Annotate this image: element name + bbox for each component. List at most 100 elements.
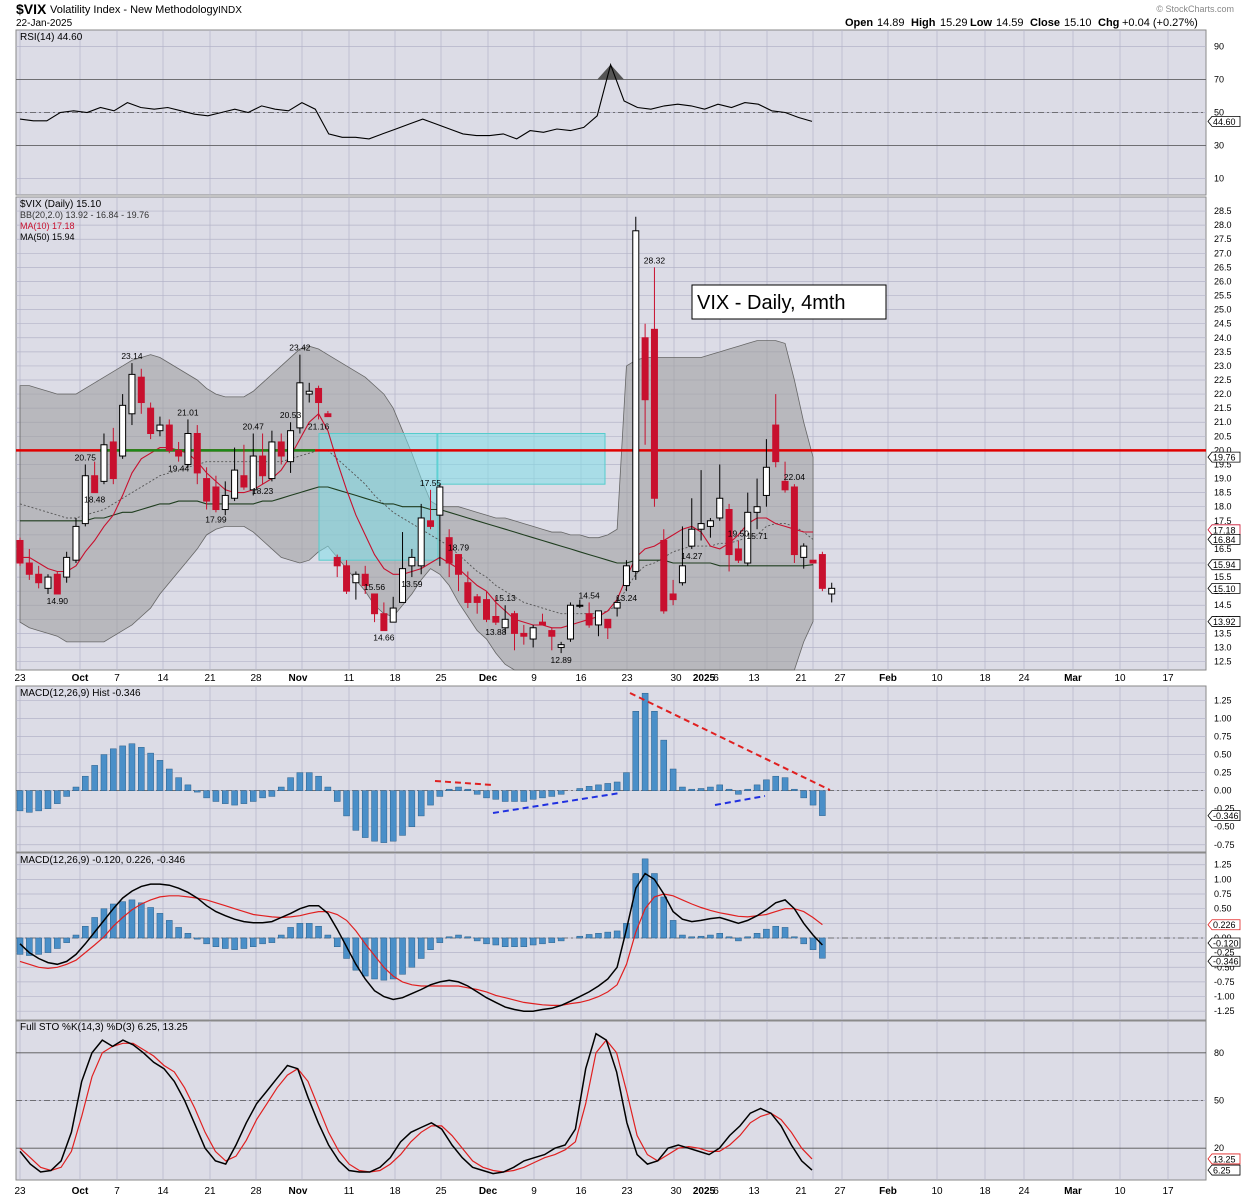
- x-tick-label: 23: [621, 673, 633, 684]
- histogram-bar: [613, 930, 621, 939]
- histogram-bar: [679, 786, 686, 791]
- y-tick-label: 26.5: [1214, 262, 1232, 272]
- x-tick-label: 23: [14, 673, 26, 684]
- x-tick-label: 21: [795, 673, 807, 684]
- candle-body: [464, 582, 472, 603]
- y-tick-label: 0.00: [1214, 786, 1232, 796]
- y-tick-label: 21.5: [1214, 403, 1232, 413]
- candle-body: [436, 486, 444, 516]
- candle-body: [445, 537, 453, 564]
- histogram-bar: [641, 858, 649, 939]
- histogram-bar: [343, 790, 350, 817]
- x-tick-label: 24: [1018, 1186, 1030, 1197]
- candle-body: [333, 556, 341, 567]
- candle-body: [650, 328, 658, 499]
- candle-body: [697, 523, 705, 530]
- candle-body: [389, 607, 397, 623]
- histogram-bar: [651, 711, 658, 791]
- histogram-bar: [660, 896, 668, 939]
- x-tick-label: 10: [1114, 1186, 1126, 1197]
- histogram-bar: [54, 790, 61, 804]
- y-tick-label: 50: [1214, 108, 1224, 118]
- candle-body: [455, 554, 463, 575]
- histogram-bar: [772, 775, 779, 791]
- histogram-bar: [473, 790, 481, 795]
- last-value-tag: [1207, 116, 1241, 127]
- y-tick-label: 26.0: [1214, 276, 1232, 286]
- x-tick-label: 14: [157, 673, 169, 684]
- candle-body: [137, 376, 145, 404]
- histogram-bar: [688, 788, 696, 791]
- candle-body: [828, 587, 836, 595]
- x-tick-label: Nov: [289, 673, 308, 684]
- x-tick-label: 10: [931, 673, 943, 684]
- rsi-panel: 90 70 50 30 10 RSI(14) 44.60 44.60: [15, 29, 1241, 196]
- histogram-bar: [520, 937, 528, 948]
- histogram-bar: [511, 790, 518, 802]
- histogram-bar: [194, 937, 201, 940]
- histogram-bar: [753, 784, 761, 791]
- candle-body: [128, 373, 136, 415]
- histogram-bar: [268, 937, 276, 943]
- x-tick-label: 14: [157, 1186, 169, 1197]
- candle-body: [193, 433, 201, 474]
- low-value: 14.59: [996, 17, 1024, 29]
- candle-body: [800, 545, 808, 558]
- price-data-label: 14.27: [681, 551, 703, 561]
- histogram-bar: [520, 790, 528, 802]
- last-value-label: 15.10: [1213, 584, 1236, 594]
- last-value-label: 0.226: [1213, 920, 1236, 930]
- candle-body: [669, 593, 677, 601]
- x-tick-label: 18: [389, 673, 401, 684]
- y-tick-label: 21.0: [1214, 417, 1232, 427]
- histogram-bar: [72, 934, 80, 939]
- last-value-label: 19.76: [1213, 453, 1236, 463]
- x-tick-label: 13: [748, 673, 760, 684]
- y-tick-label: 0.75: [1214, 889, 1232, 899]
- candle-body: [221, 494, 229, 511]
- histogram-bar: [35, 790, 42, 812]
- histogram-bar: [604, 783, 612, 791]
- candle-body: [501, 618, 509, 629]
- candle-body: [753, 506, 761, 513]
- histogram-bar: [389, 790, 397, 842]
- y-tick-label: 25.5: [1214, 291, 1232, 301]
- histogram-bar: [54, 937, 61, 949]
- histogram-bar: [716, 933, 723, 939]
- price-panel: 28.5 28.0 27.5 27.0 26.5 26.0 25.5 25.0 24.5 24.0…: [15, 196, 1241, 671]
- histogram-bar: [72, 786, 80, 791]
- chg-value: +0.04 (+0.27%): [1122, 17, 1198, 29]
- sto-k-line: [19, 1032, 813, 1175]
- histogram-bar: [735, 937, 742, 942]
- histogram-bar: [800, 937, 807, 945]
- open-label: Open: [845, 17, 873, 29]
- axis-background: [16, 672, 1206, 685]
- candle-body: [613, 601, 621, 609]
- x-tick-label: 21: [204, 1186, 216, 1197]
- candle-body: [184, 433, 192, 465]
- x-tick-label: Mar: [1064, 673, 1082, 684]
- x-tick-label: 27: [834, 1186, 846, 1197]
- sto-d-line: [19, 1039, 813, 1173]
- x-tick-label: 18: [979, 673, 991, 684]
- histogram-bar: [91, 765, 98, 791]
- macd-histogram-panel: 1.25 1.00 0.75 0.50 0.25 0.00 -0.25 -0.50 -0.75 M…: [15, 685, 1241, 853]
- price-data-label: 17.99: [205, 514, 227, 524]
- histogram-bar: [82, 925, 89, 939]
- y-tick-label: 30: [1214, 141, 1224, 151]
- histogram-bar: [427, 937, 434, 950]
- y-tick-label: 10: [1214, 174, 1224, 184]
- price-data-label: 13.88: [485, 627, 507, 637]
- candle-body: [296, 382, 304, 429]
- candle-body: [678, 565, 686, 584]
- histogram-bar: [492, 937, 500, 946]
- y-tick-label: 27.5: [1214, 234, 1232, 244]
- y-tick-label: -1.25: [1214, 1006, 1235, 1016]
- histogram-bar: [539, 937, 546, 945]
- y-tick-label: 22.0: [1214, 389, 1232, 399]
- candle-body: [641, 337, 649, 401]
- y-tick-label: -0.25: [1214, 948, 1235, 958]
- macd-panel: 1.251.000.750.500.250.00-0.25-0.50-0.75-…: [15, 852, 1241, 1021]
- histogram-bar: [399, 937, 406, 975]
